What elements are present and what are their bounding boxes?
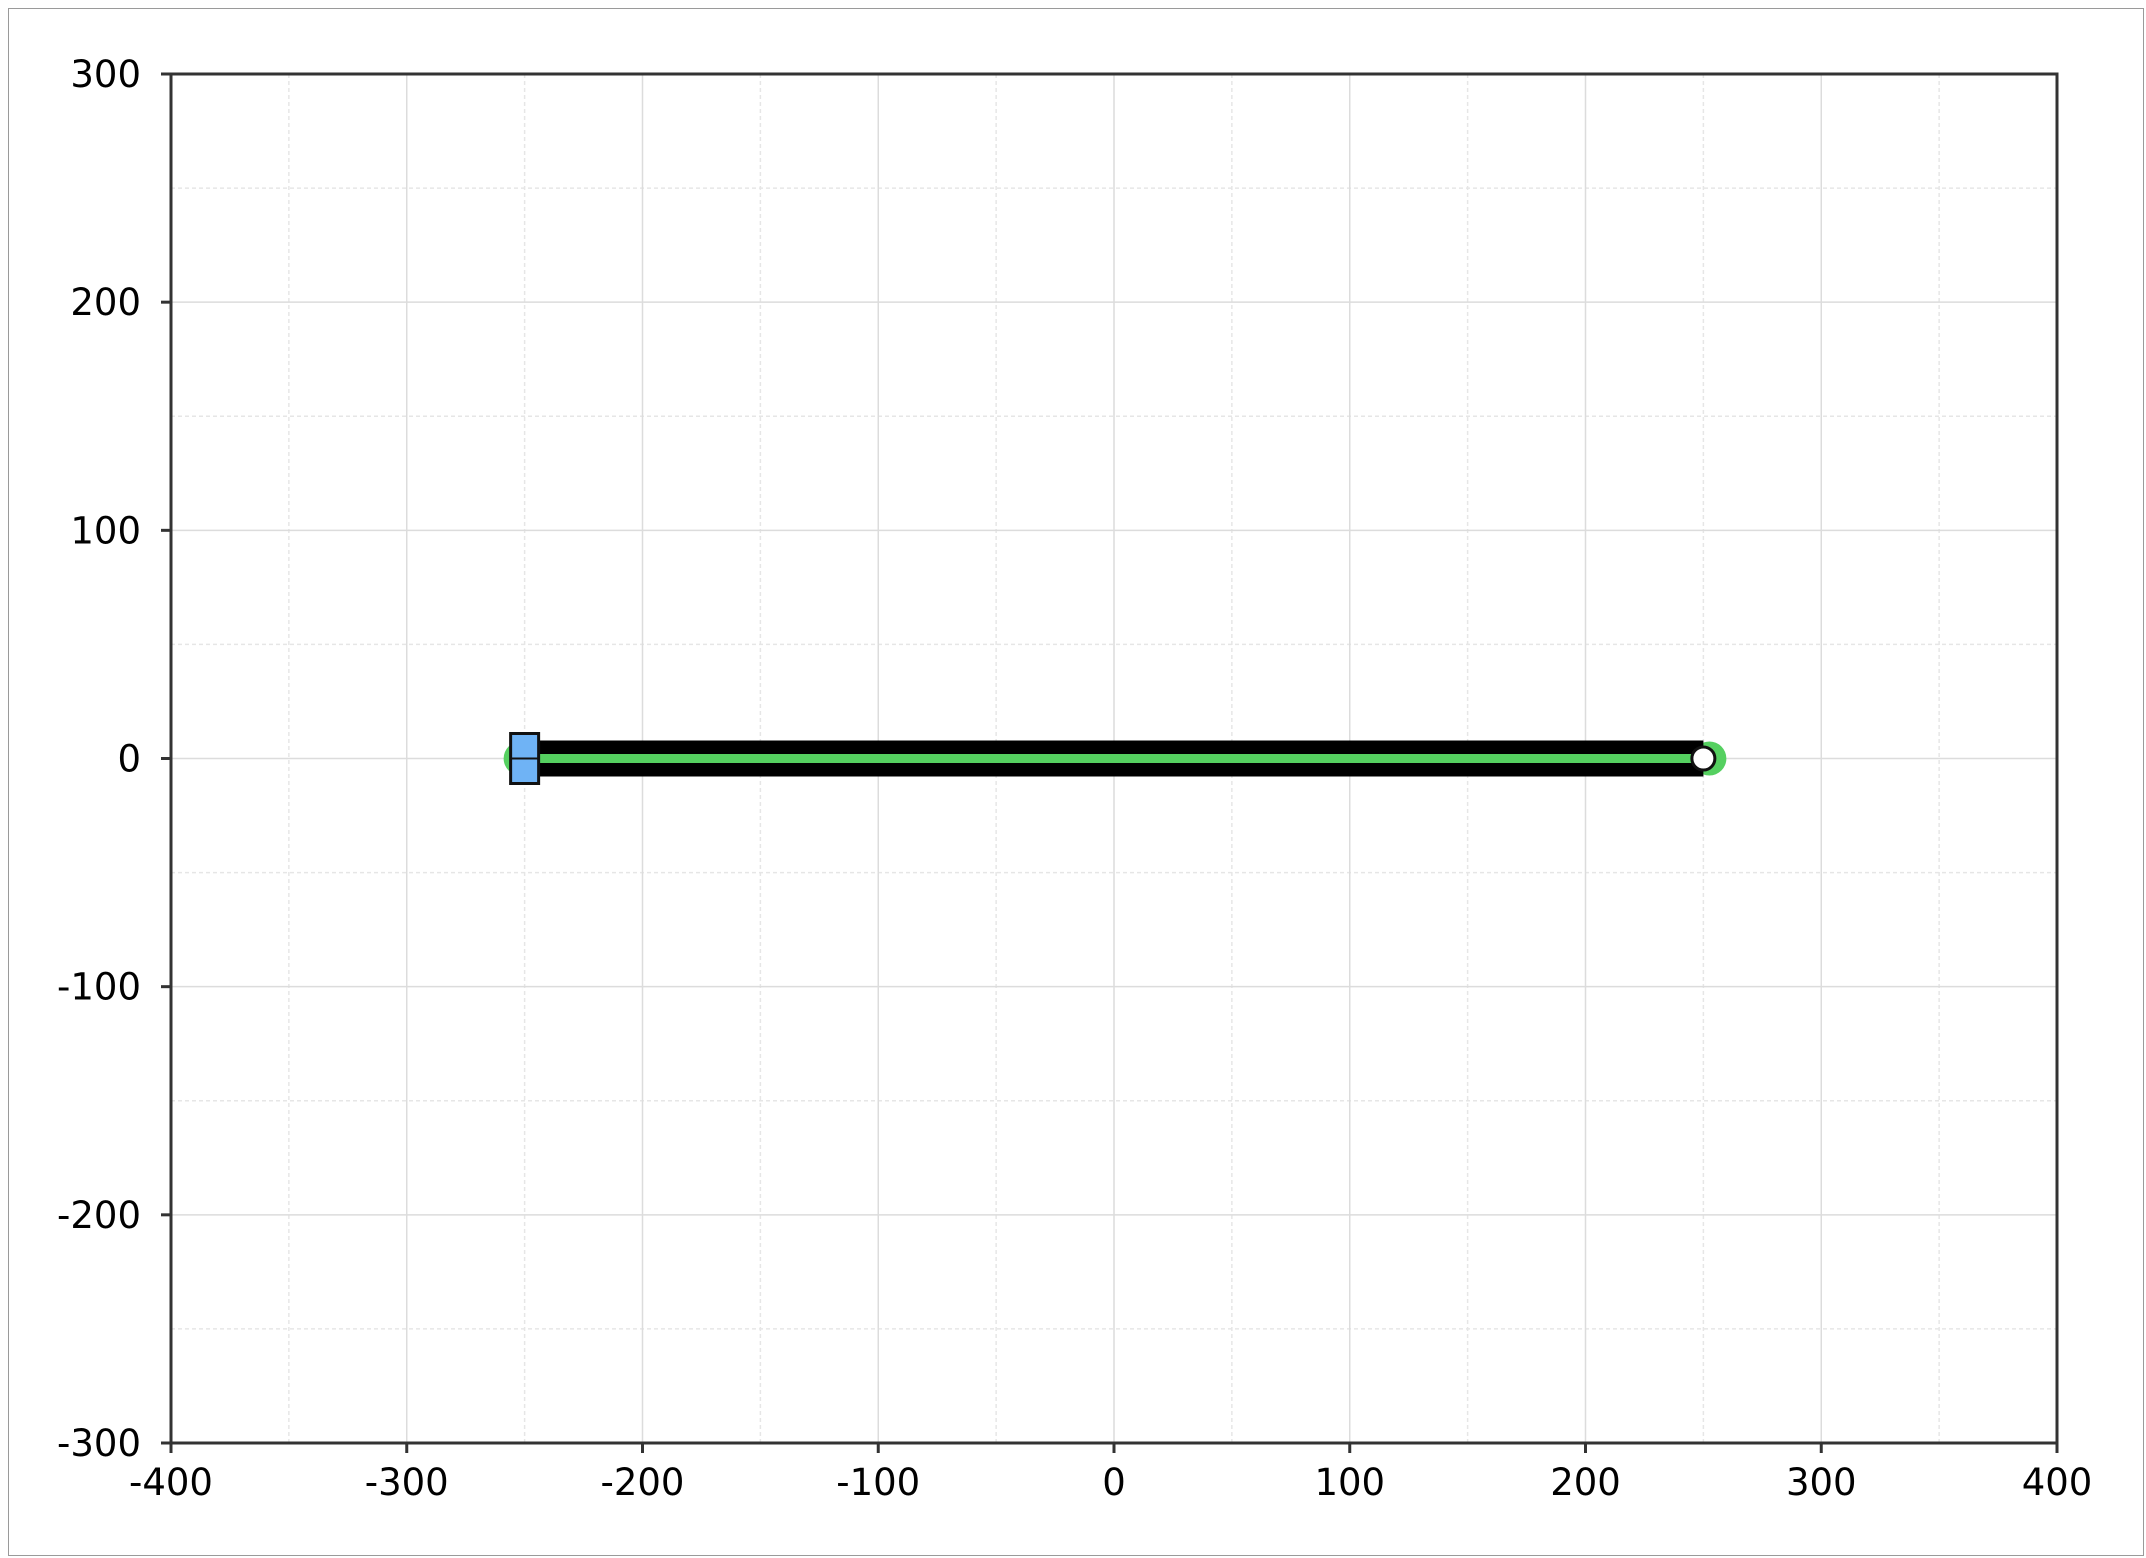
y-tick-label: -100 bbox=[57, 966, 141, 1009]
circle-handle bbox=[1690, 745, 1717, 772]
axis-ticks bbox=[161, 72, 2059, 1453]
chart-frame bbox=[8, 8, 2144, 1556]
y-tick-label: -200 bbox=[57, 1194, 141, 1237]
x-tick-label: 400 bbox=[2022, 1461, 2093, 1504]
y-tick-labels: -300 -200 -100 0 100 200 300 bbox=[57, 53, 141, 1465]
y-tick-label: 0 bbox=[117, 738, 141, 781]
y-tick-label: 200 bbox=[70, 281, 141, 324]
x-tick-label: -300 bbox=[365, 1461, 449, 1504]
x-tick-label: 0 bbox=[1102, 1461, 1126, 1504]
chart-marks bbox=[503, 732, 1727, 785]
y-tick-label: -300 bbox=[57, 1422, 141, 1465]
y-tick-label: 300 bbox=[70, 53, 141, 96]
y-tick-label: 100 bbox=[70, 509, 141, 552]
x-tick-label: 100 bbox=[1314, 1461, 1385, 1504]
minor-grid bbox=[171, 74, 2057, 1443]
x-tick-label: -200 bbox=[601, 1461, 685, 1504]
x-tick-label: 200 bbox=[1550, 1461, 1621, 1504]
x-tick-labels: -400 -300 -200 -100 0 100 200 300 400 bbox=[129, 1461, 2092, 1504]
x-tick-label: 300 bbox=[1786, 1461, 1857, 1504]
x-tick-label: -100 bbox=[836, 1461, 920, 1504]
x-tick-label: -400 bbox=[129, 1461, 213, 1504]
